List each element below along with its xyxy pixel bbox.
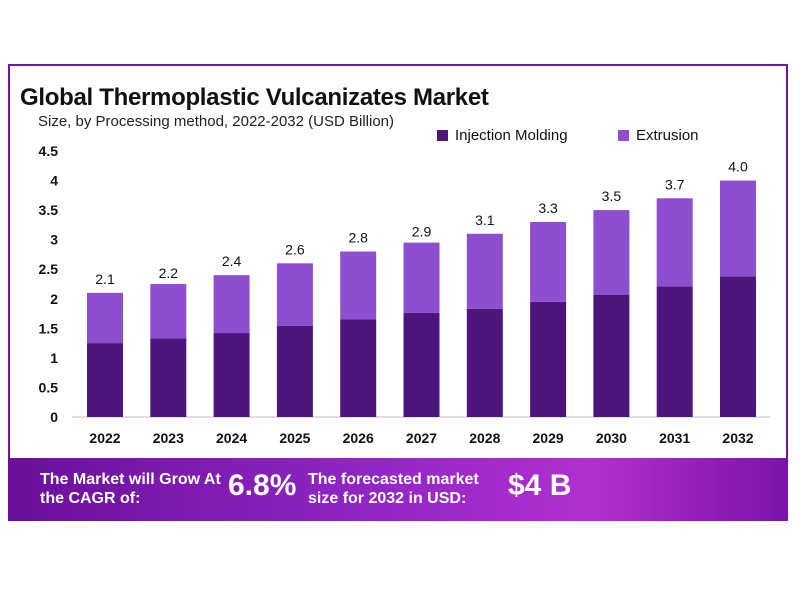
legend-label-extrusion: Extrusion	[636, 127, 699, 144]
legend-swatch-injection-molding	[437, 130, 448, 141]
x-axis-ticks: 2022 2023 2024 2025 2026 2027 2028 2029 2030 2031…	[89, 430, 753, 446]
x-tick-label: 2031	[659, 430, 690, 446]
legend-label-injection-molding: Injection Molding	[455, 127, 568, 144]
bar-extrusion	[276, 263, 313, 326]
total-labels: 2.1 2.2 2.4 2.6 2.8 2.9 3.1 3.3 3.5 3.7 4.0	[95, 159, 748, 287]
x-tick-label: 2024	[216, 430, 247, 446]
bar-total-label: 2.1	[95, 271, 115, 287]
bar-total-label: 2.9	[412, 224, 432, 240]
bar-injection-molding	[340, 319, 377, 417]
bar-total-label: 2.2	[159, 265, 179, 281]
x-tick-label: 2032	[722, 430, 753, 446]
bar-extrusion	[213, 275, 250, 334]
bar-total-label: 3.1	[475, 212, 495, 228]
y-tick-label: 0.5	[39, 379, 59, 395]
x-tick-label: 2028	[469, 430, 500, 446]
legend-swatch-extrusion	[618, 130, 629, 141]
y-tick-label: 0	[50, 409, 58, 425]
x-tick-label: 2025	[279, 430, 310, 446]
bar-injection-molding	[656, 286, 693, 417]
legend-item-injection-molding: Injection Molding	[437, 127, 568, 144]
bar-extrusion	[150, 284, 187, 339]
bar-extrusion	[466, 233, 503, 309]
x-tick-label: 2026	[343, 430, 374, 446]
y-axis-ticks: 0 0.5 1 1.5 2 2.5 3 3.5 4 4.5	[39, 143, 59, 425]
legend-item-extrusion: Extrusion	[618, 127, 699, 144]
bar-total-label: 3.5	[602, 188, 622, 204]
bar-extrusion	[403, 242, 440, 313]
bar-injection-molding	[593, 294, 630, 417]
bar-total-label: 2.4	[222, 253, 242, 269]
bar-injection-molding	[276, 325, 313, 417]
y-tick-label: 4	[50, 173, 58, 189]
bar-extrusion	[87, 292, 123, 344]
x-tick-label: 2022	[89, 430, 120, 446]
y-tick-label: 3.5	[39, 202, 59, 218]
bar-injection-molding	[530, 301, 567, 417]
bar-chart: 00.511.522.533.544.5 2022 2023 2024 2025 202…	[39, 143, 770, 446]
x-tick-label: 2027	[406, 430, 437, 446]
bar-extrusion	[530, 221, 567, 302]
bar-injection-molding	[150, 338, 187, 417]
cagr-label: The Market will Grow At the CAGR of:	[40, 471, 221, 507]
chart-subtitle: Size, by Processing method, 2022-2032 (U…	[38, 113, 395, 130]
y-tick-label: 3	[50, 232, 58, 248]
bar-injection-molding	[87, 343, 123, 417]
y-tick-label: 1	[50, 350, 58, 366]
x-tick-label: 2029	[533, 430, 564, 446]
y-tick-label: 2.5	[39, 261, 59, 277]
bars	[87, 180, 756, 417]
bar-injection-molding	[403, 312, 440, 417]
y-tick-label: 4.5	[39, 143, 59, 159]
bar-injection-molding	[466, 308, 503, 417]
cagr-value: 6.8%	[228, 469, 297, 502]
bar-extrusion	[593, 210, 630, 295]
bar-extrusion	[340, 251, 377, 320]
bar-total-label: 2.8	[348, 229, 368, 245]
market-size-value: $4 B	[508, 469, 572, 502]
bar-total-label: 4.0	[728, 159, 748, 175]
y-tick-label: 2	[50, 291, 58, 307]
bar-injection-molding	[213, 333, 250, 417]
bar-injection-molding	[720, 276, 756, 417]
bar-total-label: 2.6	[285, 241, 305, 257]
summary-banner: The Market will Grow At the CAGR of: 6.8…	[8, 458, 788, 521]
bar-total-label: 3.7	[665, 176, 685, 192]
y-tick-label: 1.5	[39, 320, 59, 336]
bar-extrusion	[656, 198, 693, 287]
bar-total-label: 3.3	[538, 200, 558, 216]
market-size-label: The forecasted market size for 2032 in U…	[308, 471, 479, 507]
chart-title: Global Thermoplastic Vulcanizates Market	[20, 84, 489, 111]
bar-extrusion	[720, 180, 756, 277]
x-tick-label: 2023	[153, 430, 184, 446]
x-tick-label: 2030	[596, 430, 627, 446]
